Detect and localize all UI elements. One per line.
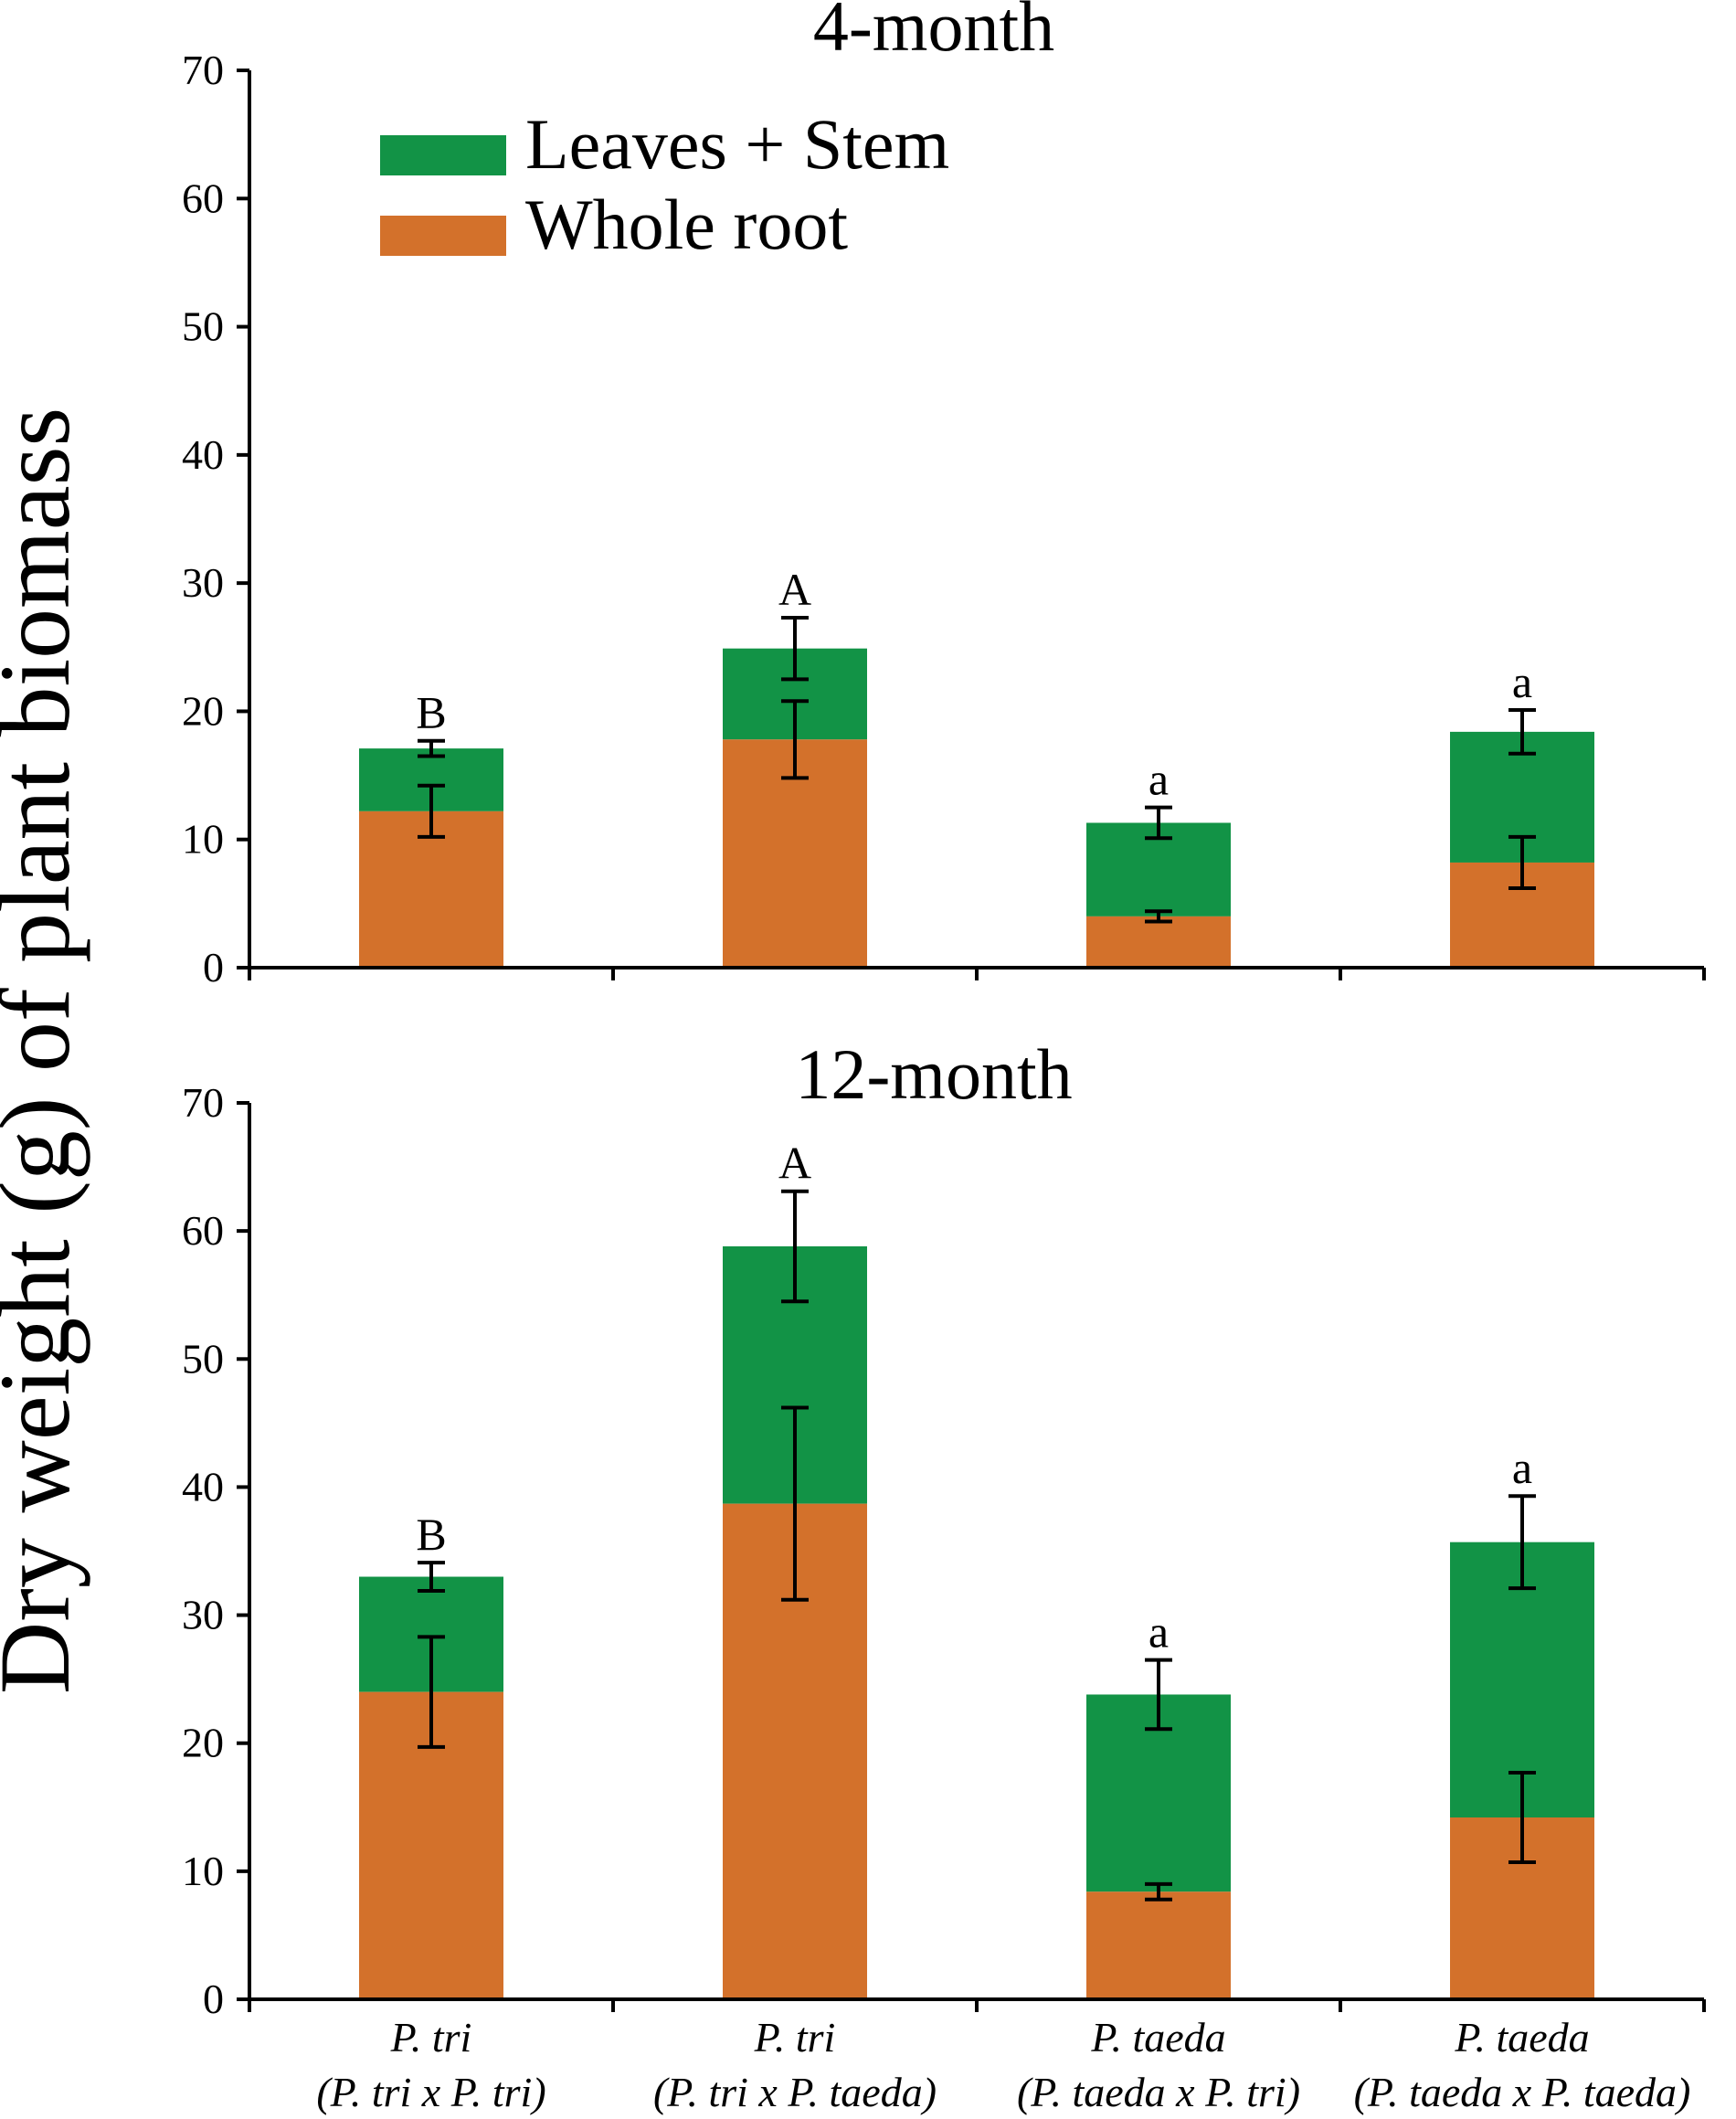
y-tick-label: 70 <box>182 47 224 93</box>
significance-letter: a <box>1512 1442 1532 1493</box>
legend: Leaves + Stem Whole root <box>380 104 949 264</box>
panel-title-4-month: 4-month <box>813 0 1054 66</box>
error-bar-root <box>781 1405 809 1602</box>
significance-letter: A <box>778 564 811 615</box>
legend-label-whole-root: Whole root <box>525 185 848 264</box>
legend-swatch-whole-root <box>380 216 506 256</box>
significance-letter: B <box>416 687 446 738</box>
y-tick-label: 10 <box>182 1848 224 1894</box>
y-tick-label: 60 <box>182 1207 224 1254</box>
y-tick-label: 60 <box>182 175 224 221</box>
category-label-line1: P. tri <box>754 2014 836 2061</box>
y-tick-label: 0 <box>203 944 224 991</box>
category-label-line1: P. taeda <box>1090 2014 1225 2061</box>
category-labels: P. tri (P. tri x P. tri) P. tri (P. tri x P… <box>316 2014 1690 2115</box>
error-bar-total <box>781 616 809 682</box>
significance-letter: B <box>416 1509 446 1560</box>
error-bar-total <box>1508 708 1536 756</box>
y-tick-label: 0 <box>203 1976 224 2022</box>
error-bar-root <box>418 783 445 839</box>
error-bar-total <box>1508 1494 1536 1591</box>
y-tick-label: 30 <box>182 1592 224 1638</box>
bar-whole-root <box>1086 1891 1231 1999</box>
category-label-line1: P. tri <box>390 2014 472 2061</box>
error-bar-root <box>781 699 809 780</box>
error-bar-total <box>1145 805 1172 841</box>
error-bar-root <box>418 1635 445 1749</box>
error-bar-root <box>1145 909 1172 924</box>
error-bar-root <box>1508 1770 1536 1865</box>
y-tick-label: 40 <box>182 431 224 478</box>
y-tick-label: 50 <box>182 303 224 350</box>
y-tick-label: 50 <box>182 1335 224 1382</box>
y-tick-label: 70 <box>182 1079 224 1126</box>
bar-whole-root <box>1086 916 1231 968</box>
error-bar-total <box>418 1561 445 1593</box>
significance-letter: A <box>778 1138 811 1189</box>
y-axis-label: Dry weight (g) of plant biomass <box>0 408 90 1694</box>
category-label-line2: (P. taeda x P. taeda) <box>1354 2069 1691 2115</box>
error-bar-root <box>1508 834 1536 891</box>
y-tick-label: 20 <box>182 687 224 734</box>
significance-letter: a <box>1512 656 1532 707</box>
category-label-line2: (P. taeda x P. tri) <box>1017 2069 1300 2115</box>
error-bar-total <box>781 1189 809 1304</box>
error-bar-root <box>1145 1881 1172 1902</box>
category-label-line2: (P. tri x P. tri) <box>316 2069 545 2115</box>
error-bar-total <box>418 738 445 758</box>
category-label-line2: (P. tri x P. taeda) <box>653 2069 937 2115</box>
category-label-line1: P. taeda <box>1454 2014 1589 2061</box>
significance-letter: a <box>1149 754 1169 805</box>
legend-label-leaves-stem: Leaves + Stem <box>525 104 949 184</box>
y-tick-label: 30 <box>182 559 224 606</box>
legend-swatch-leaves-stem <box>380 135 506 175</box>
significance-letter: a <box>1149 1606 1169 1658</box>
panel-1: B Aa a 0 10 20 30 40 50 60 70 <box>182 1079 1706 2022</box>
y-tick-label: 20 <box>182 1720 224 1766</box>
y-tick-label: 10 <box>182 816 224 863</box>
panel-title-12-month: 12-month <box>795 1034 1072 1114</box>
panels: B Aa a 0 10 20 30 40 50 60 70 B Aa a 0 10 20 30 40 50 60 70 <box>182 47 1706 2022</box>
y-tick-label: 40 <box>182 1463 224 1510</box>
panel-0: B Aa a 0 10 20 30 40 50 60 70 <box>182 47 1706 991</box>
error-bar-total <box>1145 1658 1172 1732</box>
